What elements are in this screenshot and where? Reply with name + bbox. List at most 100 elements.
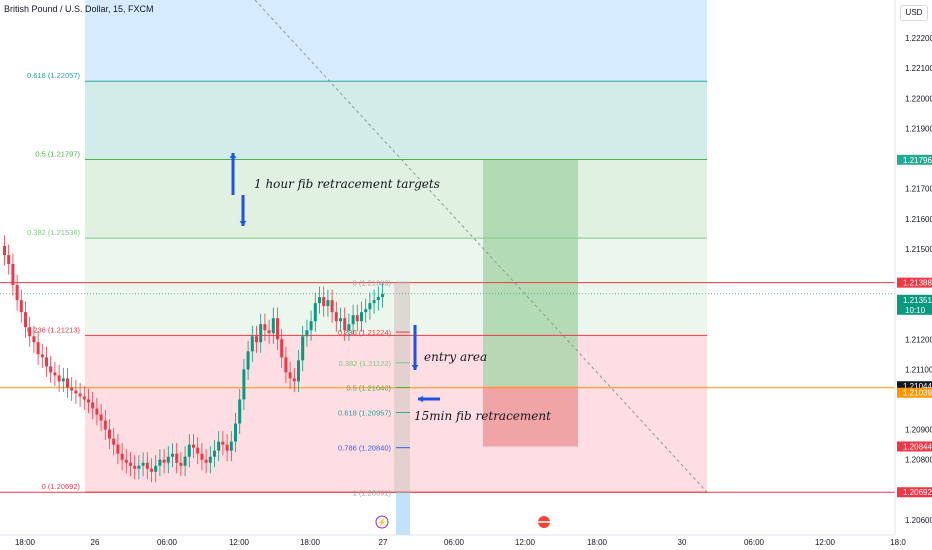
- candle-body-53: [225, 444, 229, 451]
- candle-body-7: [32, 336, 36, 343]
- candle-body-25: [108, 429, 111, 439]
- candle-body-30: [129, 462, 132, 466]
- arrow-down-head: [239, 221, 247, 226]
- y-tick-4: 1.21700: [905, 185, 932, 194]
- arrow-fib15-head: [418, 395, 423, 403]
- candle-body-0: [3, 245, 6, 255]
- candle-body-73: [309, 321, 313, 331]
- candle-body-50: [213, 450, 216, 457]
- candle-body-72: [305, 330, 309, 337]
- price-tag-bg-0: [897, 154, 932, 165]
- candle-body-37: [158, 459, 162, 466]
- y-tick-7: 1.21200: [905, 335, 932, 344]
- fib15-label-6: 1 (1.20691): [353, 489, 392, 498]
- y-tick-11: 1.20600: [905, 516, 932, 525]
- candle-body-11: [49, 366, 53, 373]
- candle-body-84: [355, 315, 359, 322]
- y-tick-1: 1.22100: [905, 64, 932, 73]
- candle-body-49: [208, 456, 212, 463]
- candle-body-35: [150, 468, 153, 472]
- candle-body-24: [103, 420, 107, 430]
- annotation-entry: entry area: [424, 350, 488, 364]
- x-tick-3: 12:00: [229, 538, 250, 547]
- candle-body-77: [326, 300, 330, 307]
- candle-body-79: [334, 312, 338, 322]
- candle-body-43: [183, 456, 187, 466]
- candle-body-48: [204, 459, 208, 463]
- candle-body-82: [347, 324, 351, 331]
- candle-body-57: [242, 369, 246, 400]
- y-tick-8: 1.21100: [905, 365, 932, 374]
- candle-body-3: [15, 285, 19, 301]
- candle-body-54: [229, 441, 233, 451]
- x-tick-10: 06:00: [744, 538, 765, 547]
- candle-body-41: [175, 453, 179, 463]
- candle-body-66: [280, 339, 284, 358]
- currency-button[interactable]: USD: [900, 5, 928, 21]
- candle-body-88: [372, 300, 376, 304]
- candle-body-51: [217, 441, 221, 451]
- price-tag-0: 1.21796: [903, 156, 932, 165]
- candle-body-58: [246, 351, 250, 370]
- fib-zone-5: [85, 159, 707, 239]
- candle-body-86: [364, 309, 368, 313]
- price-tag-bg-2: [897, 294, 932, 315]
- price-tag-4: 1.21039: [903, 389, 932, 398]
- fib15-blue-bar: [396, 492, 410, 535]
- candle-body-10: [45, 357, 48, 367]
- candle-body-8: [36, 342, 40, 355]
- x-tick-5: 27: [379, 538, 388, 547]
- candle-body-63: [267, 330, 271, 334]
- x-tick-12: 18:0: [890, 538, 906, 547]
- y-tick-2: 1.22000: [905, 94, 932, 103]
- y-tick-6: 1.21500: [905, 245, 932, 254]
- candle-body-42: [179, 462, 183, 466]
- candle-body-44: [187, 444, 191, 457]
- fib1h-label-3: 0.236 (1.21213): [27, 325, 80, 334]
- candle-body-2: [11, 263, 15, 286]
- candle-body-78: [330, 300, 334, 313]
- candle-body-12: [53, 372, 57, 376]
- candle-body-21: [91, 402, 95, 409]
- candle-body-5: [24, 312, 27, 328]
- fib15-label-4: 0.618 (1.20957): [338, 408, 391, 417]
- annotation-targets: 1 hour fib retracement targets: [254, 177, 440, 191]
- candle-body-14: [61, 378, 65, 382]
- candle-body-15: [66, 378, 69, 388]
- y-tick-9: 1.20900: [905, 426, 932, 435]
- y-tick-0: 1.22200: [905, 34, 932, 43]
- position-stop: [483, 386, 578, 447]
- candle-body-67: [284, 357, 288, 373]
- fib15-label-2: 0.382 (1.21122): [339, 359, 392, 368]
- candle-body-71: [301, 336, 305, 361]
- candle-body-68: [288, 372, 292, 379]
- candle-body-65: [276, 318, 279, 340]
- x-tick-9: 30: [678, 538, 687, 547]
- candle-body-45: [192, 444, 195, 448]
- fib1h-label-1: 0.5 (1.21797): [35, 149, 80, 158]
- candle-body-19: [82, 396, 86, 400]
- fib1h-label-0: 0.618 (1.22057): [27, 71, 80, 80]
- candle-body-28: [120, 453, 124, 460]
- candle-body-75: [318, 297, 321, 304]
- price-tag-5: 1.20844: [903, 442, 932, 451]
- price-tag-2: 1.21351: [903, 296, 932, 305]
- candle-body-56: [238, 399, 242, 424]
- y-tick-10: 1.20800: [905, 456, 932, 465]
- price-tag-sub-2: 10:10: [905, 306, 926, 315]
- fib15-label-0: 0 (1.21389): [353, 278, 392, 287]
- candle-body-27: [116, 444, 120, 454]
- price-axis-bg: [895, 0, 932, 550]
- candle-body-59: [250, 336, 254, 352]
- price-tag-6: 1.20692: [903, 488, 932, 497]
- candle-body-87: [368, 303, 372, 310]
- candle-body-22: [95, 408, 99, 415]
- fib-zone-top: [85, 0, 707, 82]
- candle-body-16: [70, 387, 74, 391]
- candle-body-62: [263, 324, 267, 331]
- price-tag-bg-4: [897, 387, 932, 398]
- candle-body-83: [351, 315, 355, 325]
- candle-body-47: [200, 453, 204, 460]
- candle-body-39: [166, 456, 170, 463]
